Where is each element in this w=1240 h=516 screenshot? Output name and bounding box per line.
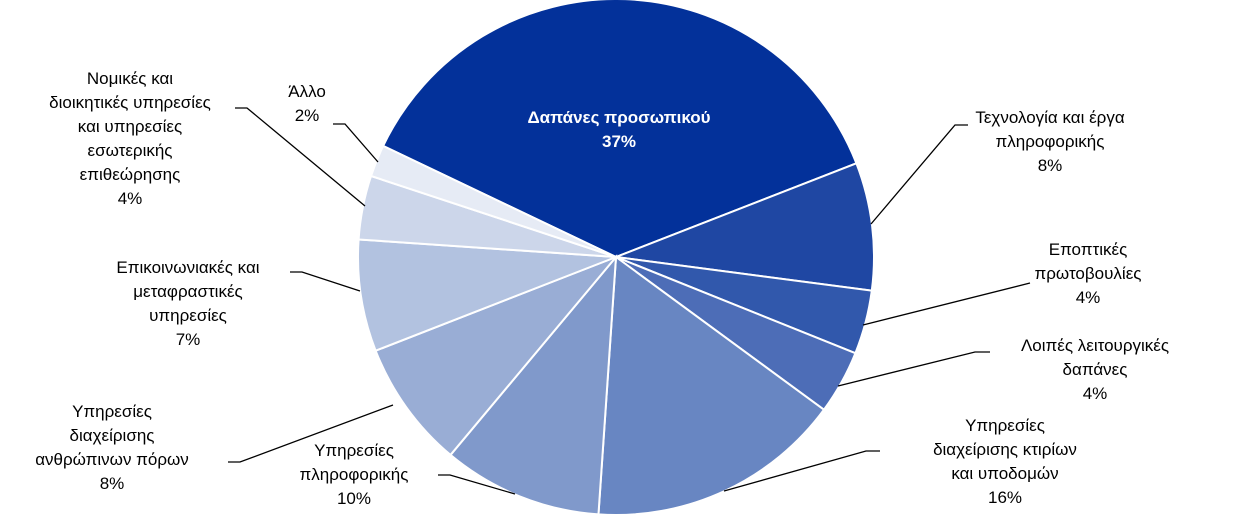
slice-label: Επικοινωνιακές και μεταφραστικές υπηρεσίες… <box>116 256 259 352</box>
slice-label: Λοιπές λειτουργικές δαπάνες 4% <box>1021 334 1169 406</box>
slice-value-label: 4% <box>1075 288 1101 307</box>
slice-label-line: υπηρεσίες <box>149 306 227 325</box>
pie-slice <box>357 238 617 353</box>
slice-label-line: ανθρώπινων πόρων <box>35 450 189 469</box>
slice-label-line: πληροφορικής <box>995 132 1105 151</box>
slice-label: Τεχνολογία και έργα πληροφορικής 8% <box>975 106 1124 178</box>
slice-value-label: 8% <box>99 474 125 493</box>
slice-label: Δαπάνες προσωπικού 37% <box>527 106 710 154</box>
slice-label-line: επιθεώρησης <box>79 165 181 184</box>
slice-label: Υπηρεσίες διαχείρισης κτιρίων και υποδομών… <box>933 414 1077 510</box>
leader-line <box>837 351 990 387</box>
slice-label-line: και υποδομών <box>951 464 1059 483</box>
slice-label-line: διαχείρισης <box>69 426 155 445</box>
slice-label-line: δαπάνες <box>1062 360 1128 379</box>
slice-label-line: διοικητικές υπηρεσίες <box>49 93 211 112</box>
leader-line <box>723 450 880 492</box>
leader-line <box>438 474 516 495</box>
slice-label-line: πρωτοβουλίες <box>1034 264 1142 283</box>
slice-label-line: Επικοινωνιακές και <box>116 258 260 277</box>
slice-label-line: διαχείρισης κτιρίων <box>933 440 1077 459</box>
leader-line <box>862 282 1031 326</box>
slice-value-label: 16% <box>987 488 1023 507</box>
slice-value-label: 4% <box>117 189 143 208</box>
slice-label-line: εσωτερικής <box>87 141 173 160</box>
slice-label-line: Υπηρεσίες <box>965 416 1045 435</box>
slice-label-line: Υπηρεσίες <box>314 441 394 460</box>
slice-label-line: Άλλο <box>288 82 326 101</box>
slice-label-line: μεταφραστικές <box>133 282 243 301</box>
slice-label: Νομικές και διοικητικές υπηρεσίες και υπηρ… <box>49 67 211 211</box>
slice-value-label: 8% <box>1037 156 1063 175</box>
pie-slice <box>449 253 618 516</box>
slice-label: Υπηρεσίες πληροφορικής 10% <box>300 439 409 511</box>
slice-label-line: πληροφορικής <box>299 465 409 484</box>
slice-value-label: 7% <box>175 330 201 349</box>
slice-label: Υπηρεσίες διαχείρισης ανθρώπινων πόρων 8% <box>35 400 189 496</box>
slice-label-line: Λοιπές λειτουργικές <box>1020 336 1170 355</box>
leader-line <box>870 124 968 225</box>
slice-label-line: και υπηρεσίες <box>77 117 183 136</box>
leader-line <box>333 123 379 163</box>
pie-slice <box>374 256 617 457</box>
slice-value-label: 10% <box>336 489 372 508</box>
slice-label: Εποπτικές πρωτοβουλίες 4% <box>1035 238 1142 310</box>
slice-label-line: Νομικές και <box>86 69 174 88</box>
pie-slice <box>381 0 858 259</box>
slice-label: Άλλο 2% <box>288 80 326 128</box>
leader-line <box>235 107 366 207</box>
pie-slice <box>615 161 875 292</box>
slice-label-line: Εποπτικές <box>1048 240 1128 259</box>
leader-line <box>290 271 361 292</box>
slice-label-line: Τεχνολογία και έργα <box>975 108 1125 127</box>
slice-value-label: 2% <box>294 106 320 125</box>
slice-label-line: Υπηρεσίες <box>72 402 152 421</box>
slice-value-label: 4% <box>1082 384 1108 403</box>
slice-label-line: Δαπάνες προσωπικού <box>527 108 711 127</box>
slice-value-label: 37% <box>601 132 637 151</box>
leader-line <box>228 404 394 463</box>
